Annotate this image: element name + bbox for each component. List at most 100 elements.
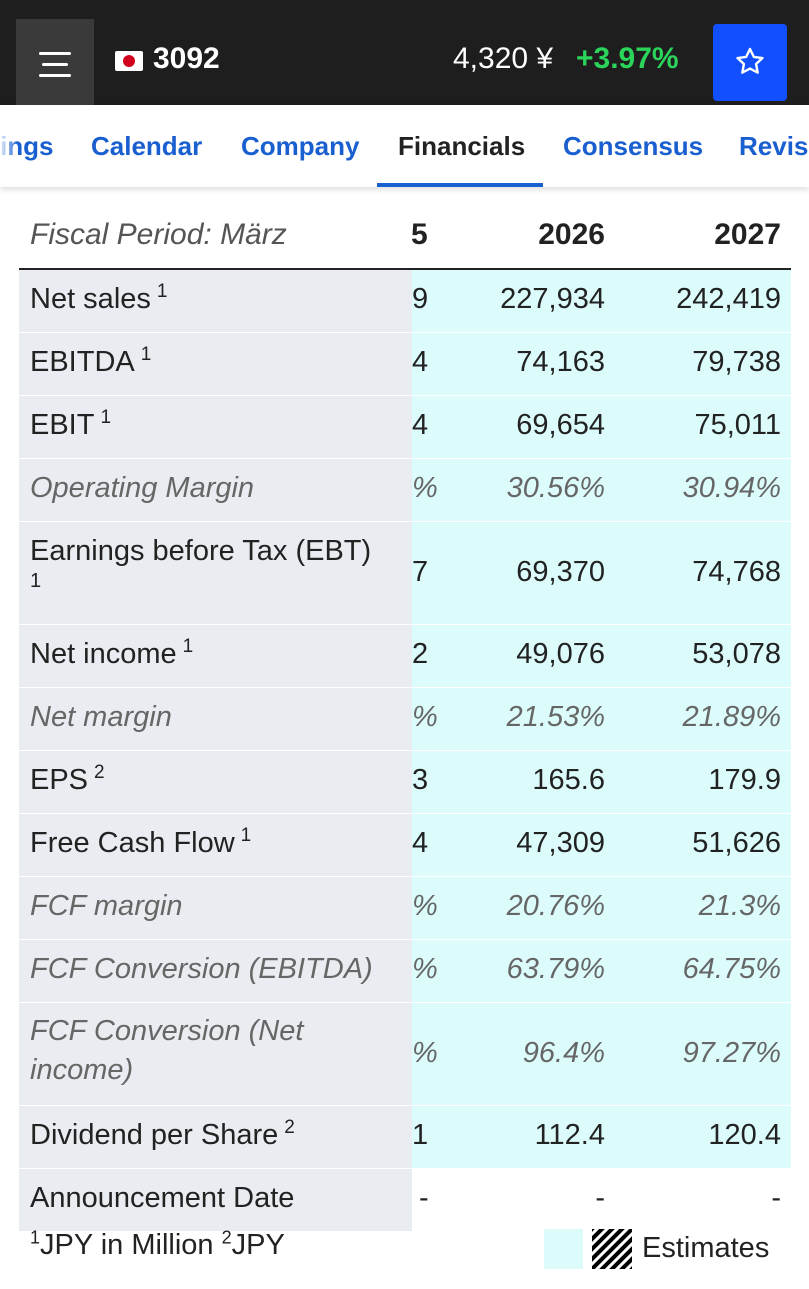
cell-value: 74,163 [516,346,605,378]
cell-value: 9 [412,283,429,315]
cell-value: 179.9 [708,764,781,796]
table-row: Net sales 1 9 227,934 242,419 [19,270,791,333]
fiscal-period-label: Fiscal Period: März [30,218,287,251]
cell-value: 79,738 [692,346,781,378]
cell-value: 49,076 [516,638,605,670]
tab-scroll-fade [0,105,18,187]
row-footnote-mark: 1 [30,570,42,592]
cell-value: 47,309 [516,827,605,859]
row-label: Announcement Date [30,1182,295,1214]
table-row: Earnings before Tax (EBT) 1 7 69,370 74,… [19,522,791,625]
table-row: FCF Conversion (Net income) % 96.4% 97.2… [19,1003,791,1106]
cell-value: 74,768 [692,556,781,588]
tab-bar: ings Calendar Company Financials Consens… [0,105,809,187]
table-row: Announcement Date - - - [19,1169,791,1232]
cell-value: 20.76% [506,890,605,922]
cell-value: 242,419 [676,283,781,315]
table-row: EPS 2 3 165.6 179.9 [19,751,791,814]
table-row: Operating Margin % 30.56% 30.94% [19,459,791,522]
cell-value: 227,934 [500,283,605,315]
row-label-continued: income) [30,1054,134,1086]
cell-value: 63.79% [506,953,605,985]
row-label: Dividend per Share 2 [30,1117,295,1151]
cell-value: 21.3% [698,890,781,922]
tab-financials[interactable]: Financials [398,131,526,161]
active-tab-indicator [377,183,543,187]
menu-icon [39,52,71,55]
financials-table: Fiscal Period: März 5 2026 2027 Net sale… [19,205,791,1232]
cell-value: - [771,1182,781,1214]
cell-value: % [412,953,438,985]
row-label: FCF Conversion (Net [30,1015,304,1047]
tab-revisions[interactable]: Revisi [739,131,809,161]
cell-value: 96.4% [522,1037,605,1069]
cell-value: 4 [412,827,429,859]
cell-value: 30.56% [506,472,605,504]
cell-value: % [412,890,438,922]
table-row: EBITDA 1 4 74,163 79,738 [19,333,791,396]
table-row: Net income 1 2 49,076 53,078 [19,625,791,688]
cell-value: 3 [412,764,429,796]
price-change: +3.97% [576,42,679,75]
cell-value: 69,370 [516,556,605,588]
cell-value: 120.4 [708,1119,781,1151]
table-row: Free Cash Flow 1 4 47,309 51,626 [19,814,791,877]
stock-price: 4,320 ¥ [453,42,554,75]
tab-calendar[interactable]: Calendar [91,131,203,161]
cell-value: 112.4 [534,1119,605,1151]
menu-icon-line [42,63,68,66]
cell-value: - [595,1182,605,1214]
cell-value: 4 [412,409,429,441]
cell-value: 75,011 [694,409,781,441]
column-header-2027: 2027 [714,218,781,251]
cell-value: 53,078 [692,638,781,670]
row-label: Earnings before Tax (EBT) [30,535,372,567]
row-label: FCF Conversion (EBITDA) [30,953,373,985]
estimate-legend-swatch [544,1229,583,1269]
row-label: EPS 2 [30,762,105,796]
menu-icon-line [39,74,71,77]
cell-value: 165.6 [532,764,605,796]
row-label: Net income 1 [30,636,194,670]
ticker-symbol[interactable]: 3092 [153,42,220,75]
cell-value: - [419,1182,429,1214]
cell-value: 21.53% [506,701,605,733]
row-label: Free Cash Flow 1 [30,825,252,859]
cell-value: 64.75% [682,953,781,985]
row-label: EBITDA 1 [30,344,152,378]
column-header-2026: 2026 [538,218,605,251]
table-header: Fiscal Period: März 5 2026 2027 [19,205,791,270]
tab-consensus[interactable]: Consensus [563,131,704,161]
cell-value: 4 [412,346,429,378]
table-row: FCF margin % 20.76% 21.3% [19,877,791,940]
cell-value: 69,654 [516,409,605,441]
watchlist-button[interactable] [713,24,787,101]
cell-value: 30.94% [682,472,781,504]
row-label: EBIT 1 [30,407,112,441]
table-row: Dividend per Share 2 1 112.4 120.4 [19,1106,791,1169]
row-label: Net margin [30,701,172,733]
row-label: FCF margin [30,890,183,922]
table-row: EBIT 1 4 69,654 75,011 [19,396,791,459]
cell-value: % [412,472,438,504]
row-label: Net sales 1 [30,281,168,315]
cell-value: 7 [412,556,429,588]
cell-value: % [412,1037,438,1069]
tab-company[interactable]: Company [241,131,360,161]
footnote: 1JPY in Million 2JPY [30,1227,285,1261]
japan-flag-icon [115,51,143,71]
cell-value: % [412,701,438,733]
table-row: Net margin % 21.53% 21.89% [19,688,791,751]
star-icon [736,47,764,74]
column-header-cut: 5 [411,218,428,251]
cell-value: 2 [412,638,429,670]
hatch-legend-icon [592,1229,632,1269]
top-bar: 3092 4,320 ¥ +3.97% [0,0,809,105]
cell-value: 51,626 [692,827,781,859]
table-row: FCF Conversion (EBITDA) % 63.79% 64.75% [19,940,791,1003]
cell-value: 1 [412,1119,429,1151]
menu-button[interactable] [16,19,94,105]
cell-value: 21.89% [682,701,781,733]
estimates-legend-label: Estimates [642,1232,770,1264]
cell-value: 97.27% [682,1037,781,1069]
